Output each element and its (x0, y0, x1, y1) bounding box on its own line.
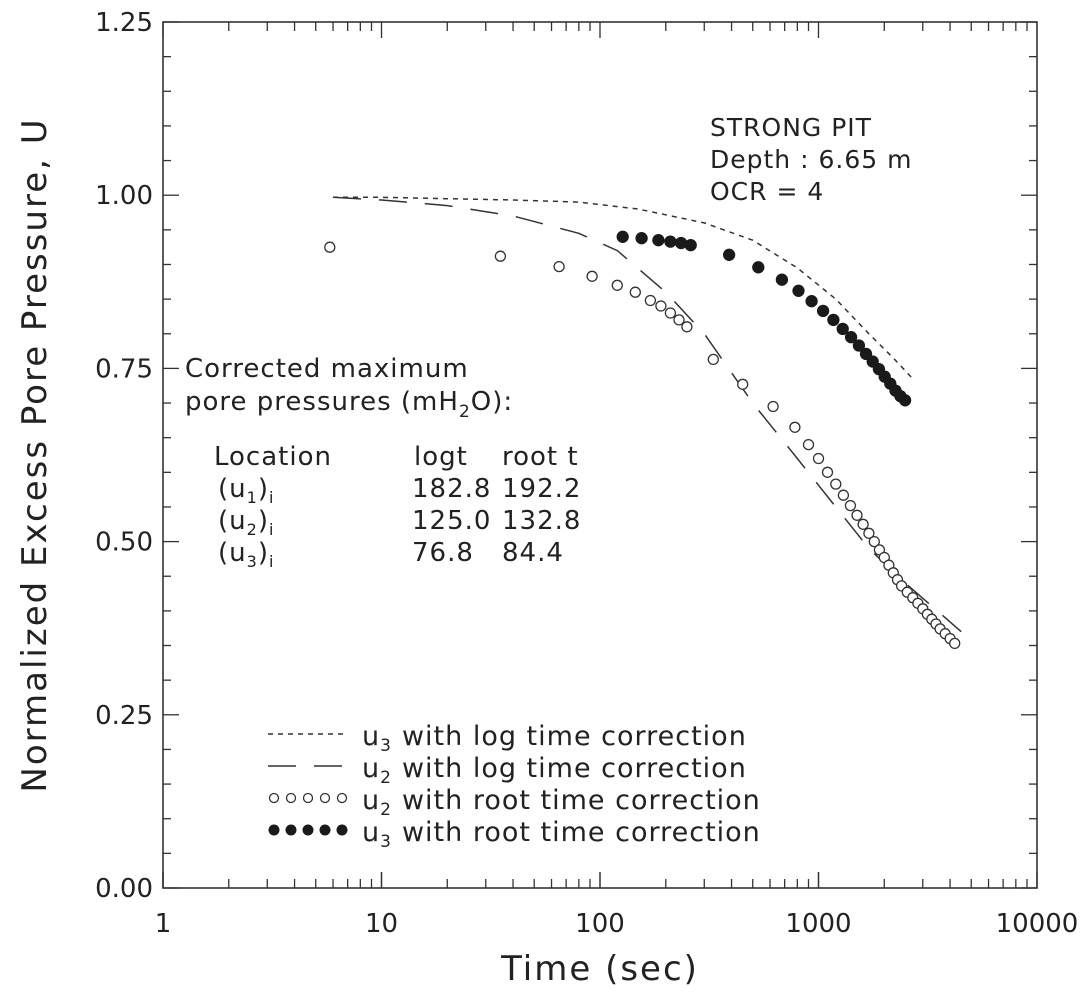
data-point-u2-root (767, 400, 779, 413)
legend-label: u2 with log time correction (362, 753, 747, 788)
table-row-root-t: 84.4 (502, 538, 564, 568)
table-row-logt: 182.8 (412, 474, 491, 504)
x-tick-label: 1000 (785, 909, 851, 939)
table-title-line1: Corrected maximum (185, 354, 469, 384)
data-point-u3-root (616, 230, 629, 243)
table-header-logt: logt (414, 442, 468, 472)
data-point-u2-root (644, 294, 657, 307)
data-point-u2-root (553, 260, 565, 273)
data-point-u2-root (737, 378, 749, 390)
legend-marker-filled (268, 824, 280, 836)
data-point-u3-root (684, 238, 697, 252)
data-point-u2-root (673, 314, 685, 326)
legend-marker-open (336, 792, 348, 804)
data-point-u2-root (949, 637, 961, 650)
legend-marker-filled (319, 824, 331, 836)
data-point-u2-root (324, 241, 336, 253)
table-title-line2: pore pressures (mH2O): (185, 387, 513, 422)
legend-marker-open (319, 792, 331, 804)
legend-swatch-open-circles (268, 792, 348, 804)
table-row-location: (u1)i (218, 474, 274, 507)
data-point-u2-root (586, 270, 598, 282)
annotation-ocr: OCR = 4 (710, 177, 824, 206)
data-point-u3-root (844, 331, 858, 344)
data-point-u3-root (652, 234, 665, 247)
data-point-u2-root (655, 300, 667, 312)
table-header-root-t: root t (502, 442, 579, 472)
data-point-u3-root (635, 232, 648, 245)
data-point-u3-root (859, 347, 873, 361)
data-point-u2-root (863, 527, 875, 539)
data-point-u3-root (852, 339, 866, 352)
x-tick-label: 100 (575, 909, 625, 939)
data-point-u3-root (836, 322, 849, 336)
legend-marker-open (285, 792, 297, 804)
table-header-location: Location (214, 442, 332, 472)
series-layer (324, 196, 962, 650)
legend-swatch-filled-circles (268, 824, 348, 836)
data-point-u3-root (827, 313, 840, 327)
y-tick-label: 0.00 (95, 874, 153, 904)
data-point-u2-root (664, 307, 677, 319)
table-row: (u2)i 125.0 132.8 (218, 506, 581, 539)
plot-frame (162, 21, 1038, 889)
data-point-u3-root (775, 273, 789, 286)
data-point-u2-root (611, 279, 623, 291)
x-tick-label: 1 (155, 909, 172, 939)
table-row: (u3)i 76.8 84.4 (218, 538, 564, 571)
legend: u3 with log time correction u2 with log ti… (268, 721, 761, 852)
y-tick-label: 0.50 (95, 528, 153, 558)
x-tick-label: 10 (365, 909, 398, 939)
y-axis-title: Normalized Excess Pore Pressure, U (15, 117, 55, 792)
data-point-u2-root (707, 353, 719, 366)
data-point-u2-root (868, 535, 880, 548)
table-row: (u1)i 182.8 192.2 (218, 474, 581, 507)
table-row-root-t: 132.8 (502, 506, 581, 536)
x-tick-label: 10000 (996, 909, 1079, 939)
ticks-layer: 1 10 100 1000 10000 0.00 0.25 0.50 0.75 1.00 1.25 (95, 8, 1078, 939)
legend-marker-open (268, 792, 280, 804)
table-row-location: (u2)i (218, 506, 274, 539)
data-point-u3-root (752, 261, 765, 274)
data-point-u2-root (789, 421, 801, 433)
y-tick-label: 0.75 (95, 354, 153, 384)
data-point-u2-root (802, 438, 815, 451)
data-point-u3-root (792, 284, 805, 297)
y-tick-label: 1.00 (95, 181, 153, 211)
legend-marker-open (302, 792, 314, 804)
x-axis-title: Time (sec) (500, 949, 699, 989)
y-tick-label: 0.25 (95, 701, 153, 731)
data-point-u3-root (722, 248, 736, 261)
table-row-location: (u3)i (218, 538, 274, 571)
legend-marker-filled (285, 824, 297, 836)
data-point-u2-root (857, 518, 869, 530)
data-point-u2-root (812, 452, 825, 465)
data-point-u2-root (837, 489, 850, 501)
data-point-u3-root (805, 295, 818, 308)
data-point-u2-root (844, 499, 857, 512)
annotation-depth: Depth : 6.65 m (710, 145, 912, 174)
table-row-logt: 125.0 (412, 506, 491, 536)
table-row-logt: 76.8 (412, 538, 474, 568)
legend-label: u2 with root time correction (362, 785, 761, 820)
data-point-u3-root (898, 394, 912, 407)
data-point-u2-root (494, 250, 507, 262)
data-point-u2-root (851, 509, 863, 521)
annotation-site: STRONG PIT (710, 113, 872, 142)
table-row-root-t: 192.2 (502, 474, 581, 504)
series-line-u3-log (333, 196, 914, 380)
legend-marker-filled (336, 824, 348, 836)
data-point-u2-root (681, 321, 693, 333)
data-point-u2-root (821, 466, 834, 478)
legend-marker-filled (302, 824, 314, 836)
y-tick-label: 1.25 (95, 8, 153, 38)
legend-label: u3 with root time correction (362, 817, 761, 852)
legend-label: u3 with log time correction (362, 721, 747, 756)
data-point-u2-root (830, 478, 842, 490)
data-point-u3-root (816, 304, 830, 318)
data-point-u2-root (629, 286, 641, 298)
data-point-u3-root (664, 235, 677, 248)
